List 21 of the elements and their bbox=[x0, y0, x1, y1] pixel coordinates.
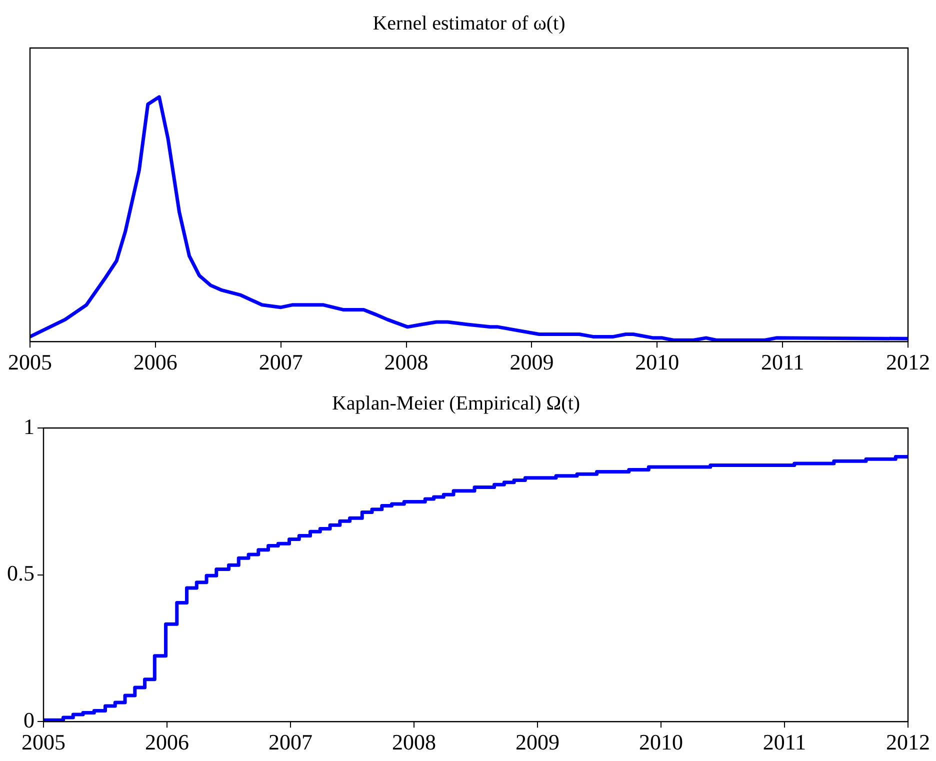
x-tick-label: 2005 bbox=[8, 350, 52, 375]
x-tick-label: 2010 bbox=[639, 730, 683, 755]
chart-title: Kernel estimator of ω(t) bbox=[372, 12, 566, 34]
x-tick-label: 2007 bbox=[258, 350, 303, 375]
chart-title: Kaplan-Meier (Empirical) Ω(t) bbox=[332, 392, 580, 414]
x-tick-label: 2005 bbox=[22, 730, 66, 755]
x-tick-label: 2009 bbox=[516, 730, 560, 755]
x-tick-label: 2009 bbox=[510, 350, 554, 375]
x-tick-label: 2010 bbox=[635, 350, 680, 375]
y-tick-label: 0.5 bbox=[7, 560, 34, 586]
x-tick-label: 2008 bbox=[392, 730, 436, 755]
x-tick-label: 2012 bbox=[886, 730, 930, 755]
x-tick-label: 2007 bbox=[268, 730, 312, 755]
x-tick-label: 2006 bbox=[133, 350, 178, 375]
y-tick-label: 1 bbox=[24, 414, 34, 439]
y-tick-label: 0 bbox=[24, 707, 34, 732]
x-tick-label: 2012 bbox=[886, 350, 930, 375]
x-tick-label: 2011 bbox=[760, 350, 804, 375]
x-tick-label: 2011 bbox=[762, 730, 806, 755]
x-tick-label: 2006 bbox=[145, 730, 189, 755]
x-tick-label: 2008 bbox=[384, 350, 428, 375]
